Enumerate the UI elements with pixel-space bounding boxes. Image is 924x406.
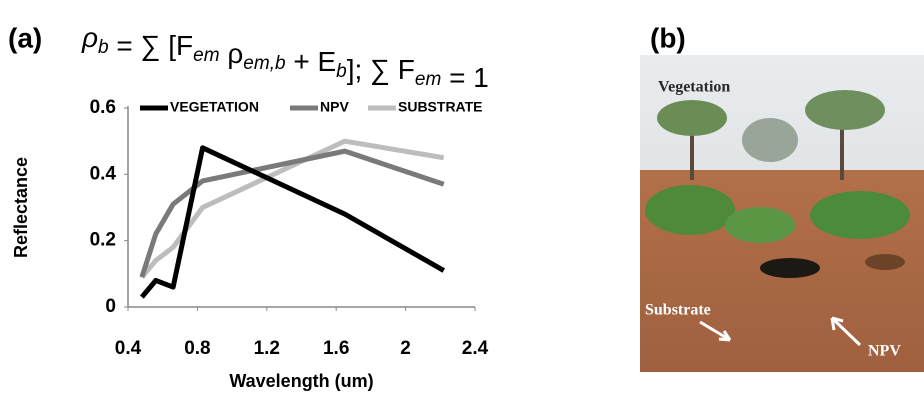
formula-subscript: em,b — [243, 53, 285, 74]
x-tick-label: 1.6 — [323, 338, 349, 359]
tree-crown — [805, 90, 885, 130]
formula-text: = 1 — [441, 62, 488, 93]
formula-text: ρ — [81, 22, 98, 53]
x-tick-label: 2 — [400, 338, 411, 359]
tree-crown — [657, 100, 727, 136]
y-axis-label: Reflectance — [11, 157, 31, 258]
y-tick-label: 0.4 — [90, 163, 117, 184]
legend-label: NPV — [320, 99, 349, 115]
formula-subscript: em — [193, 45, 219, 66]
formula-subscript: b — [336, 61, 347, 82]
panel-label: (b) — [650, 22, 686, 53]
formula: ρb = ∑ [Fem ρem,b + Eb]; ∑ Fem = 1 — [81, 22, 489, 93]
x-tick-label: 0.4 — [115, 338, 142, 359]
x-axis-label: Wavelength (um) — [229, 371, 373, 391]
x-tick-label: 0.8 — [184, 338, 210, 359]
formula-subscript: b — [98, 37, 109, 58]
formula-text: + E — [286, 46, 337, 77]
figure: (a) ρb = ∑ [Fem ρem,b + Eb]; ∑ Fem = 1 (… — [0, 0, 924, 401]
photo-label: Substrate — [645, 302, 711, 319]
photo: (b) Vegetation Substrate NPV — [640, 22, 924, 372]
goat — [865, 254, 905, 270]
panel-label: (a) — [8, 22, 42, 53]
photo-label: NPV — [868, 343, 901, 360]
bush — [725, 207, 795, 243]
formula-subscript: em — [415, 69, 441, 90]
bush — [645, 185, 735, 235]
x-tick-label: 1.2 — [254, 338, 280, 359]
goat — [760, 258, 820, 278]
formula-text: ρ — [220, 38, 244, 69]
formula-text: = ∑ [F — [109, 30, 194, 61]
y-tick-label: 0 — [105, 296, 116, 317]
x-tick-label: 2.4 — [462, 338, 489, 359]
y-tick-label: 0.6 — [90, 97, 116, 118]
legend-label: VEGETATION — [170, 99, 259, 115]
tree-crown — [742, 118, 798, 162]
legend-label: SUBSTRATE — [398, 99, 483, 115]
y-tick-label: 0.2 — [90, 230, 116, 251]
photo-label: Vegetation — [658, 79, 730, 96]
formula-text: ]; ∑ F — [347, 54, 415, 85]
bush — [810, 191, 910, 239]
